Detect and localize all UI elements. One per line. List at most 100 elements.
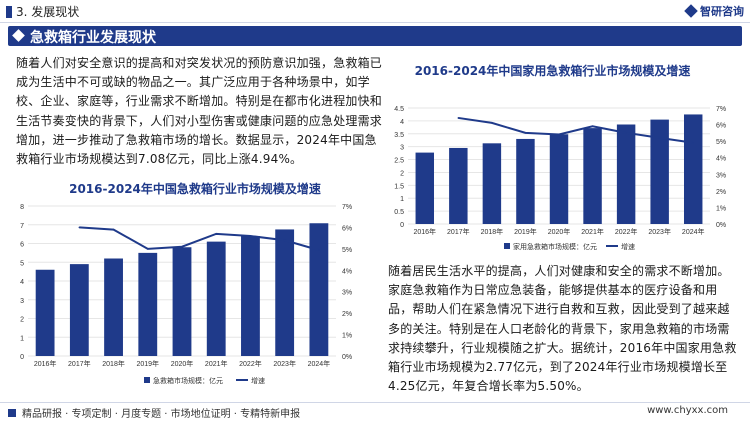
household-kit-chart: 0 0.5 1 1.5 2 2.5 3 3.5 4 4.5 0% 1% 2% 3% 4% 5% 6% 7% 2016…: [394, 106, 726, 251]
bar: [35, 269, 55, 356]
y2-tick-label: 4%: [342, 268, 352, 275]
y2-tick-label: 3%: [716, 172, 726, 179]
y2-tick-label: 0%: [342, 354, 352, 361]
growth-rate-point: [318, 249, 320, 251]
y-tick-label: 4: [400, 119, 404, 126]
section-marker-icon: [6, 5, 12, 18]
brand-name: 智研咨询: [700, 5, 744, 18]
x-tick-label: 2023年: [273, 359, 296, 368]
x-tick-label: 2018年: [102, 359, 125, 368]
bar: [516, 138, 535, 224]
y2-tick-label: 6%: [716, 123, 726, 130]
growth-rate-point: [491, 122, 493, 124]
legend-bar-label: 急救箱市场规模：亿元: [153, 376, 223, 385]
y-tick-label: 3: [20, 298, 24, 305]
x-tick-label: 2017年: [68, 359, 91, 368]
y-tick-label: 4: [20, 279, 24, 286]
y-tick-label: 3.5: [394, 132, 404, 139]
y-tick-label: 2.5: [394, 158, 404, 165]
bar: [241, 236, 260, 356]
y2-tick-label: 0%: [716, 222, 726, 229]
growth-rate-line: [79, 226, 320, 252]
y2-tick-label: 2%: [342, 311, 352, 318]
legend-bar-label: 家用急救箱市场规模：亿元: [513, 242, 597, 251]
x-tick-label: 2018年: [481, 227, 504, 236]
bar: [616, 124, 636, 224]
legend-bar-swatch: [504, 243, 510, 249]
y2-tick-label: 5%: [716, 139, 726, 146]
y-tick-label: 0.5: [394, 209, 404, 216]
chart-title-industry: 2016-2024年中国急救箱行业市场规模及增速: [69, 182, 321, 196]
x-tick-label: 2019年: [136, 359, 159, 368]
y-tick-label: 0: [400, 222, 404, 229]
y2-tick-label: 7%: [342, 204, 352, 211]
y-tick-label: 1: [400, 196, 404, 203]
x-tick-label: 2016年: [34, 359, 57, 368]
y2-tick-label: 1%: [342, 333, 352, 340]
y-tick-label: 2: [20, 317, 24, 324]
legend-bar-swatch: [144, 377, 150, 383]
growth-rate-point: [457, 117, 460, 119]
x-tick-label: 2020年: [171, 359, 194, 368]
growth-rate-point: [625, 132, 627, 134]
bar: [449, 147, 468, 224]
chart-title-household: 2016-2024年中国家用急救箱行业市场规模及增速: [414, 64, 691, 78]
growth-rate-point: [524, 132, 527, 134]
bar: [206, 241, 226, 356]
y-tick-label: 0: [20, 354, 24, 361]
footer-services: 精品研报 · 专项定制 · 月度专题 · 市场地位证明 · 专精特新申报: [8, 405, 300, 420]
y2-tick-label: 6%: [342, 225, 352, 232]
section-title: 3. 发展现状: [16, 5, 80, 19]
bar: [650, 119, 669, 224]
legend-line-label: 增速: [621, 242, 635, 251]
bar: [583, 128, 602, 224]
y-tick-label: 8: [20, 204, 24, 211]
x-tick-label: 2017年: [447, 227, 470, 236]
top-bar: 3. 发展现状 智研咨询: [0, 0, 750, 23]
industry-kit-chart: 0 1 2 3 4 5 6 7 8 0% 1% 2% 3% 4% 5% 6% 7% 2016年 2017年 2018年…: [20, 204, 352, 385]
bar: [549, 134, 569, 224]
bar: [104, 258, 123, 356]
bar: [309, 223, 329, 356]
y-tick-label: 7: [20, 223, 24, 230]
x-tick-label: 2022年: [239, 359, 262, 368]
growth-rate-point: [249, 235, 252, 237]
y2-tick-label: 4%: [716, 156, 726, 163]
footer-services-text: 精品研报 · 专项定制 · 月度专题 · 市场地位证明 · 专精特新申报: [22, 409, 301, 420]
bar: [683, 114, 703, 224]
growth-rate-point: [658, 137, 661, 139]
x-tick-label: 2020年: [548, 227, 571, 236]
growth-rate-point: [78, 226, 81, 229]
service-icon: [8, 408, 16, 417]
x-tick-label: 2022年: [615, 227, 638, 236]
growth-rate-line: [458, 116, 694, 144]
bar: [172, 247, 192, 356]
household-paragraph: 随着居民生活水平的提高，人们对健康和安全的需求不断增加。家庭急救箱作为日常应急装…: [388, 264, 737, 394]
y-tick-label: 6: [20, 242, 24, 249]
bar: [482, 143, 502, 224]
x-tick-label: 2024年: [682, 227, 705, 236]
x-tick-label: 2024年: [308, 359, 331, 368]
bar: [138, 252, 158, 356]
brand-cube-icon: [684, 4, 698, 18]
growth-rate-point: [558, 133, 560, 136]
growth-rate-point: [215, 233, 218, 235]
y2-tick-label: 3%: [342, 290, 352, 297]
y2-tick-label: 7%: [716, 106, 726, 113]
y-tick-label: 4.5: [394, 106, 404, 113]
y-tick-label: 3: [400, 145, 404, 152]
y-tick-label: 1.5: [394, 183, 404, 190]
growth-rate-point: [283, 239, 286, 242]
title-banner: 急救箱行业发展现状: [8, 26, 742, 46]
brand-logo: 智研咨询: [684, 3, 744, 19]
footer-website[interactable]: www.chyxx.com: [647, 405, 728, 416]
bar: [415, 152, 435, 224]
growth-rate-point: [591, 125, 594, 128]
y-tick-label: 1: [20, 335, 24, 342]
footer-bar: 精品研报 · 专项定制 · 月度专题 · 市场地位证明 · 专精特新申报 www…: [0, 402, 750, 421]
growth-rate-point: [692, 142, 695, 144]
intro-paragraph: 随着人们对安全意识的提高和对突发状况的预防意识加强，急救箱已成为生活中不可或缺的…: [16, 56, 383, 167]
section-breadcrumb: 3. 发展现状: [6, 3, 79, 20]
growth-rate-point: [112, 228, 115, 231]
bar: [275, 229, 295, 356]
